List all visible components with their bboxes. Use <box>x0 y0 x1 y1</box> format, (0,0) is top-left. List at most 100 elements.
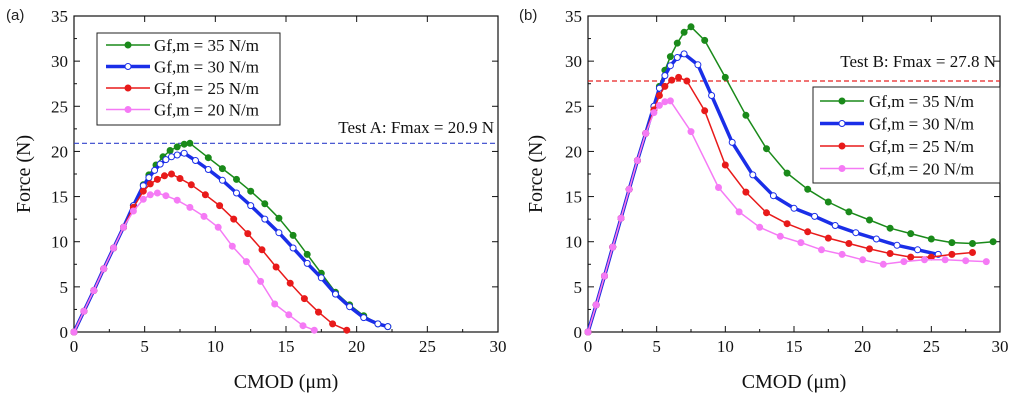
data-point <box>763 209 770 217</box>
x-tick-label: 20 <box>348 337 365 356</box>
data-point <box>192 157 199 164</box>
data-point <box>661 82 669 90</box>
data-point <box>886 250 894 257</box>
data-point <box>257 277 265 285</box>
x-tick-label: 5 <box>652 337 661 356</box>
data-point <box>275 229 283 237</box>
data-point <box>244 230 252 238</box>
data-point <box>617 214 625 222</box>
legend-entry: Gf,m = 30 N/m <box>869 115 974 134</box>
data-point <box>989 238 997 246</box>
data-point <box>661 98 669 106</box>
data-point <box>153 175 161 183</box>
data-point <box>845 240 853 247</box>
y-tick-label: 5 <box>60 278 69 297</box>
legend-marker <box>124 63 132 70</box>
data-point <box>186 203 194 211</box>
y-tick-label: 10 <box>565 233 582 252</box>
y-tick-label: 0 <box>60 323 69 342</box>
data-point <box>687 128 695 136</box>
legend-entry: Gf,m = 35 N/m <box>154 36 259 55</box>
data-point <box>852 229 860 237</box>
data-point <box>735 208 743 216</box>
data-point <box>161 172 168 180</box>
data-point <box>303 259 311 267</box>
data-point <box>650 109 658 117</box>
data-point <box>303 250 311 258</box>
data-point <box>879 260 887 268</box>
data-point <box>310 326 318 334</box>
data-point <box>824 198 832 206</box>
data-point <box>763 145 770 153</box>
data-point <box>680 50 688 58</box>
data-point <box>90 287 98 294</box>
data-point <box>153 189 161 197</box>
data-point <box>886 224 894 232</box>
legend-marker <box>838 97 846 105</box>
data-point <box>633 157 641 164</box>
legend-entry: Gf,m = 25 N/m <box>154 79 259 98</box>
data-point <box>384 323 392 331</box>
data-point <box>655 92 663 99</box>
data-point <box>907 230 915 238</box>
y-tick-label: 35 <box>51 7 68 26</box>
data-point <box>666 97 674 105</box>
data-point <box>271 300 279 308</box>
data-point <box>166 147 174 154</box>
data-point <box>721 161 729 169</box>
data-point <box>872 235 880 243</box>
data-point <box>110 244 118 252</box>
x-tick-label: 10 <box>717 337 734 356</box>
data-point <box>332 290 339 298</box>
data-point <box>70 328 78 336</box>
y-axis-title: Force (N) <box>13 135 35 213</box>
series-line <box>73 142 388 333</box>
data-point <box>329 320 337 328</box>
data-point <box>216 202 224 210</box>
data-point <box>701 107 709 115</box>
fmax-annotation: Test B: Fmax = 27.8 N <box>840 52 996 71</box>
data-point <box>715 184 722 191</box>
data-point <box>893 241 901 249</box>
data-point <box>275 214 283 222</box>
data-point <box>776 232 784 240</box>
data-point <box>120 223 127 231</box>
x-tick-label: 5 <box>140 337 149 356</box>
y-tick-label: 10 <box>51 233 68 252</box>
series-line <box>72 151 389 333</box>
data-point <box>687 23 695 31</box>
data-point <box>187 181 195 189</box>
data-point <box>866 245 873 253</box>
y-tick-label: 35 <box>565 7 582 26</box>
data-point <box>811 212 819 220</box>
data-point <box>162 192 170 200</box>
data-point <box>661 72 669 80</box>
data-point <box>272 263 280 271</box>
legend-entry: Gf,m = 25 N/m <box>869 137 974 156</box>
data-point <box>749 171 757 179</box>
data-point <box>969 240 976 247</box>
data-point <box>168 153 175 161</box>
data-point <box>941 256 949 264</box>
data-point <box>204 154 212 162</box>
data-point <box>374 320 382 328</box>
data-point <box>285 311 293 319</box>
x-axis-title: CMOD (μm) <box>742 371 847 393</box>
data-point <box>176 175 184 182</box>
data-point <box>783 169 791 177</box>
data-point <box>962 257 970 265</box>
data-point <box>129 207 137 215</box>
series-3 <box>70 189 318 336</box>
x-tick-label: 15 <box>786 337 803 356</box>
legend-marker <box>124 41 132 49</box>
data-point <box>242 258 250 266</box>
data-point <box>299 322 307 330</box>
data-point <box>666 62 674 70</box>
legend-entry: Gf,m = 20 N/m <box>869 160 974 179</box>
data-point <box>609 243 617 251</box>
data-point <box>655 101 663 109</box>
data-point <box>289 231 297 239</box>
legend-marker <box>838 142 846 150</box>
legend-entry: Gf,m = 20 N/m <box>154 101 259 120</box>
